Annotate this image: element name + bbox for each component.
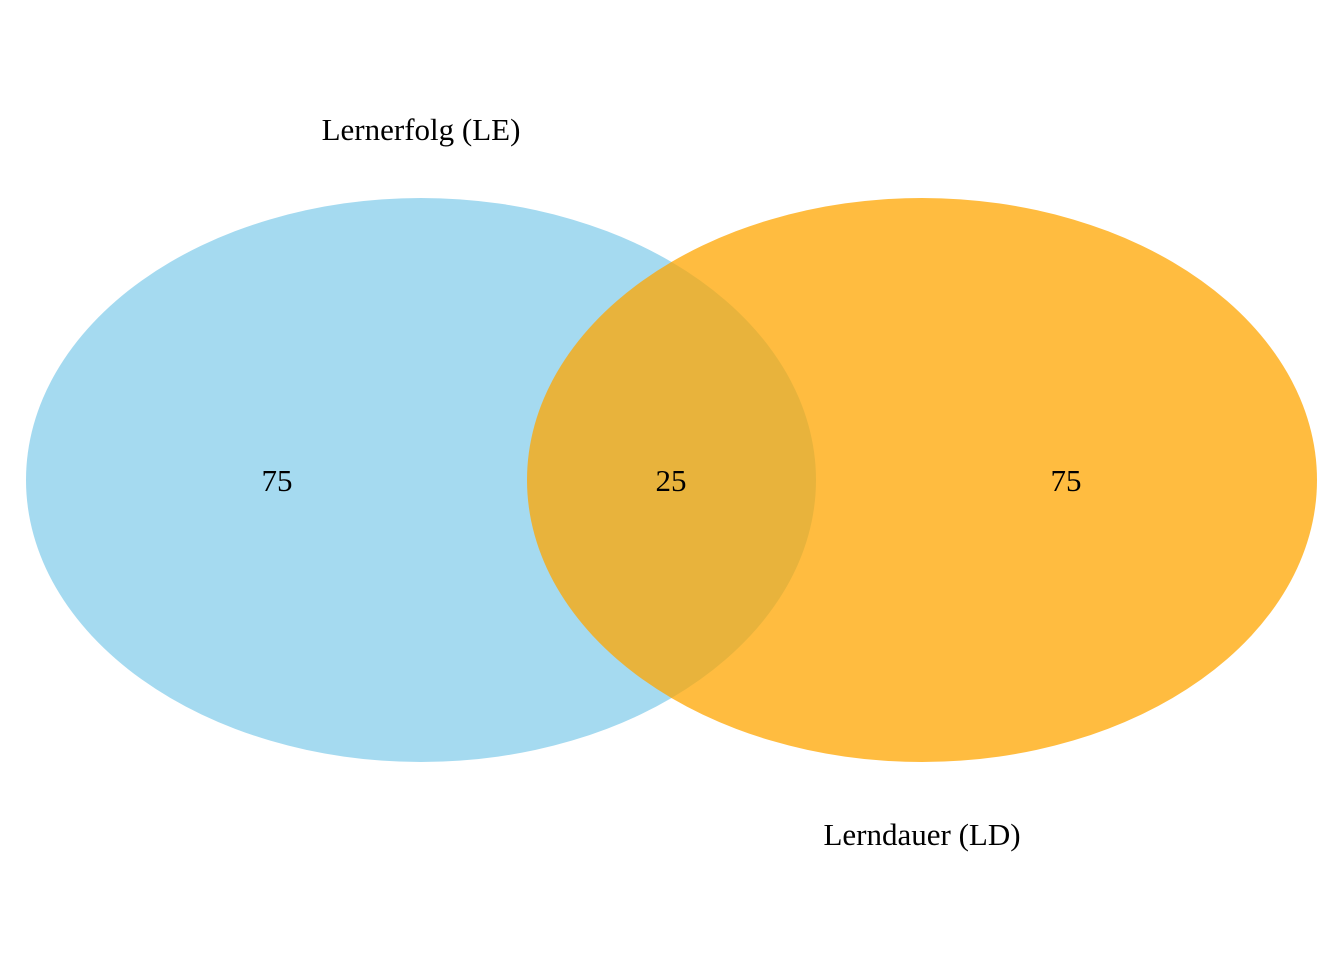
region-count-lernerfolg-only: 75 [262, 463, 293, 498]
region-count-lerndauer-only: 75 [1051, 463, 1082, 498]
set-label-lernerfolg: Lernerfolg (LE) [322, 112, 521, 147]
region-count-intersection: 25 [656, 463, 687, 498]
set-label-lerndauer: Lerndauer (LD) [823, 817, 1020, 852]
set-ellipse-lerndauer [527, 198, 1317, 762]
